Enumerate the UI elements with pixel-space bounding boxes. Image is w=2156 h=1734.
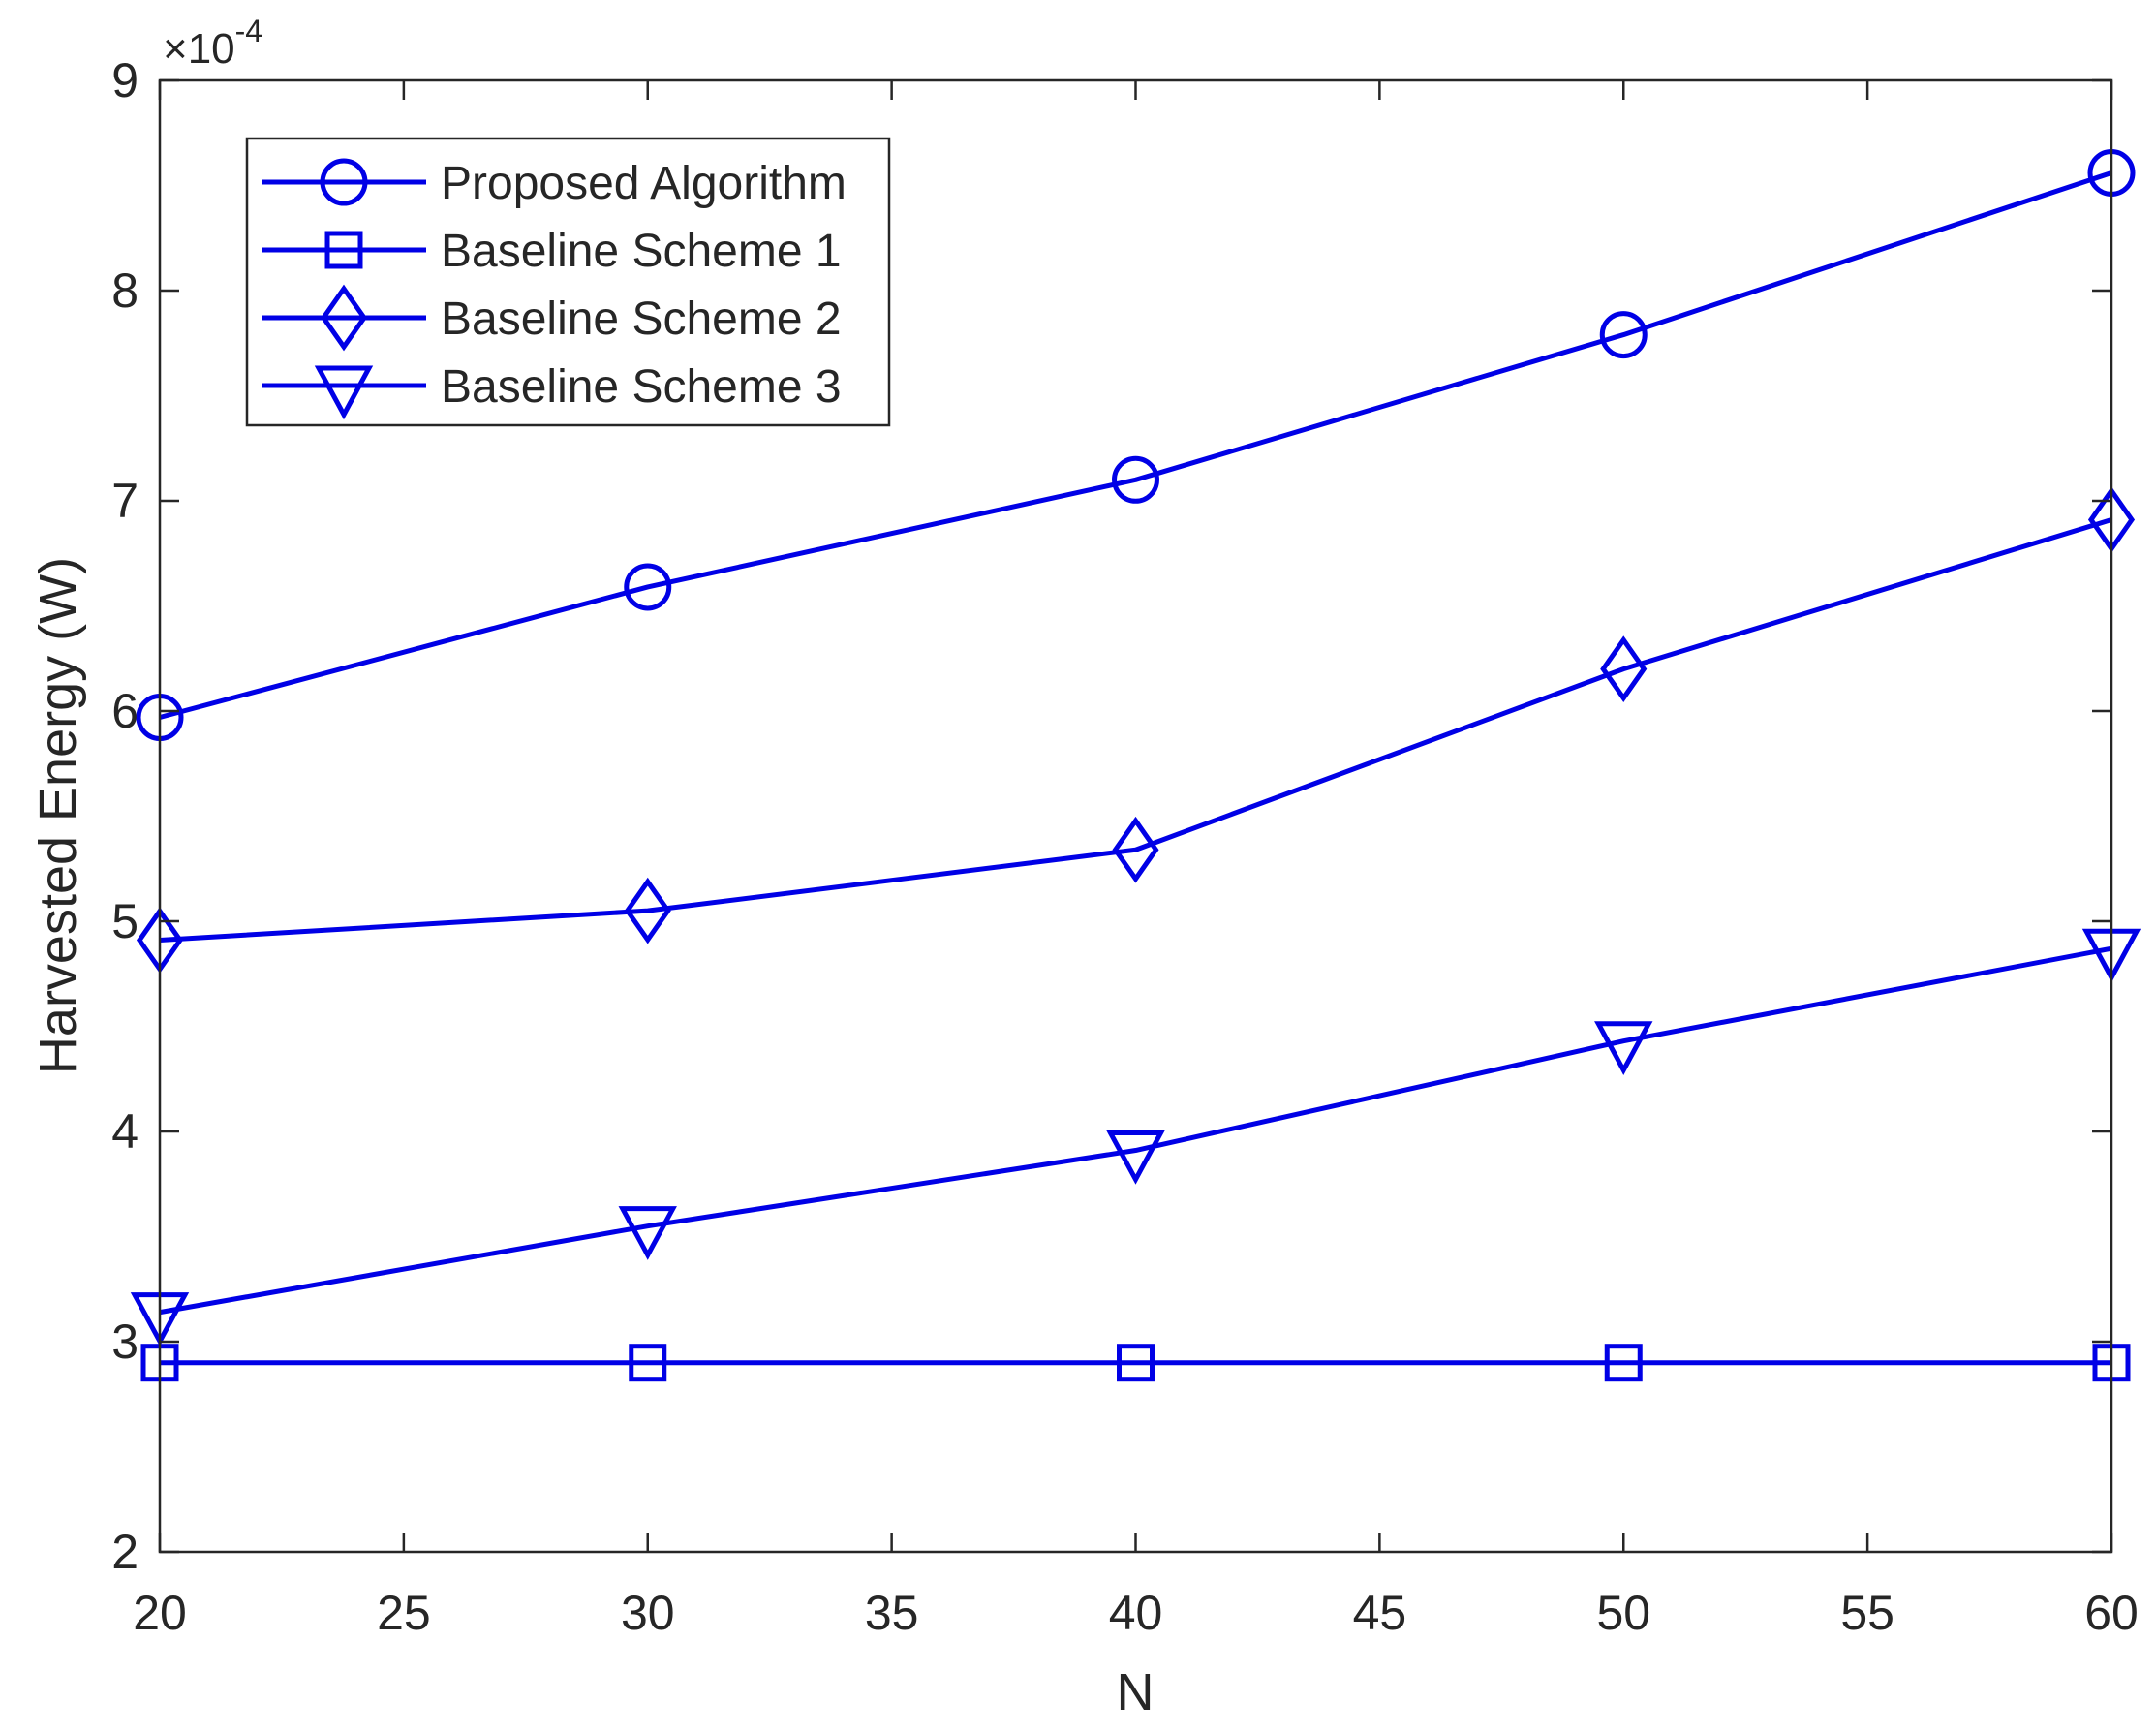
series-line xyxy=(159,170,2112,720)
legend-label: Proposed Algorithm xyxy=(441,158,847,209)
legend-item: Proposed Algorithm xyxy=(262,158,847,209)
data-point-diamond xyxy=(1112,816,1159,883)
legend-marker-circle xyxy=(320,158,368,206)
legend-box xyxy=(245,137,891,427)
y-tick-label: 3 xyxy=(111,1315,139,1369)
y-tick-label: 2 xyxy=(111,1525,139,1579)
x-tick-label: 20 xyxy=(133,1586,187,1640)
data-point-diamond xyxy=(1600,635,1648,702)
data-point-circle xyxy=(1599,311,1648,359)
series-line xyxy=(159,517,2112,944)
x-tick-label: 45 xyxy=(1353,1586,1407,1640)
legend-item: Baseline Scheme 2 xyxy=(262,284,842,352)
legend: Proposed Algorithm Baseline Scheme 1 Basel… xyxy=(245,137,891,427)
series-line xyxy=(159,945,2112,1316)
legend-item: Baseline Scheme 1 xyxy=(262,226,842,277)
data-point-circle xyxy=(624,563,672,611)
data-point-square xyxy=(629,1344,667,1382)
legend-label: Baseline Scheme 2 xyxy=(441,294,842,345)
legend-label: Baseline Scheme 1 xyxy=(441,226,842,277)
x-tick-label: 60 xyxy=(2084,1586,2139,1640)
y-tick-label: 7 xyxy=(111,474,139,528)
legend-marker-square xyxy=(324,231,363,269)
x-tick-label: 35 xyxy=(865,1586,919,1640)
y-exponent-label: ×10-4 xyxy=(163,14,262,73)
legend-marker-triangle-down xyxy=(314,365,374,420)
legend-item: Baseline Scheme 3 xyxy=(262,361,842,420)
x-tick-label: 25 xyxy=(377,1586,431,1640)
data-point-circle xyxy=(1112,455,1159,504)
y-exponent-power: -4 xyxy=(235,14,262,48)
data-point-diamond xyxy=(624,877,671,944)
y-tick-label: 6 xyxy=(111,684,139,738)
series-3 xyxy=(136,486,2136,974)
y-exponent-base: ×10 xyxy=(163,25,235,73)
x-tick-label: 40 xyxy=(1109,1586,1163,1640)
x-tick-label: 50 xyxy=(1596,1586,1650,1640)
x-tick-label: 30 xyxy=(621,1586,675,1640)
y-tick-label: 9 xyxy=(111,53,139,108)
data-point-square xyxy=(1604,1344,1643,1382)
legend-marker-diamond xyxy=(320,284,368,352)
y-tick-label: 4 xyxy=(111,1104,139,1159)
data-point-triangle-down xyxy=(1106,1130,1165,1185)
y-tick-label: 5 xyxy=(111,894,139,948)
y-axis-label: Harvested Energy (W) xyxy=(29,557,87,1074)
data-point-triangle-down xyxy=(1594,1021,1653,1075)
x-axis-label: N xyxy=(1117,1663,1155,1721)
data-point-triangle-down xyxy=(618,1206,677,1260)
legend-label: Baseline Scheme 3 xyxy=(441,361,842,413)
data-point-square xyxy=(1117,1344,1155,1382)
y-tick-label: 8 xyxy=(111,263,139,318)
x-tick-label: 55 xyxy=(1840,1586,1894,1640)
